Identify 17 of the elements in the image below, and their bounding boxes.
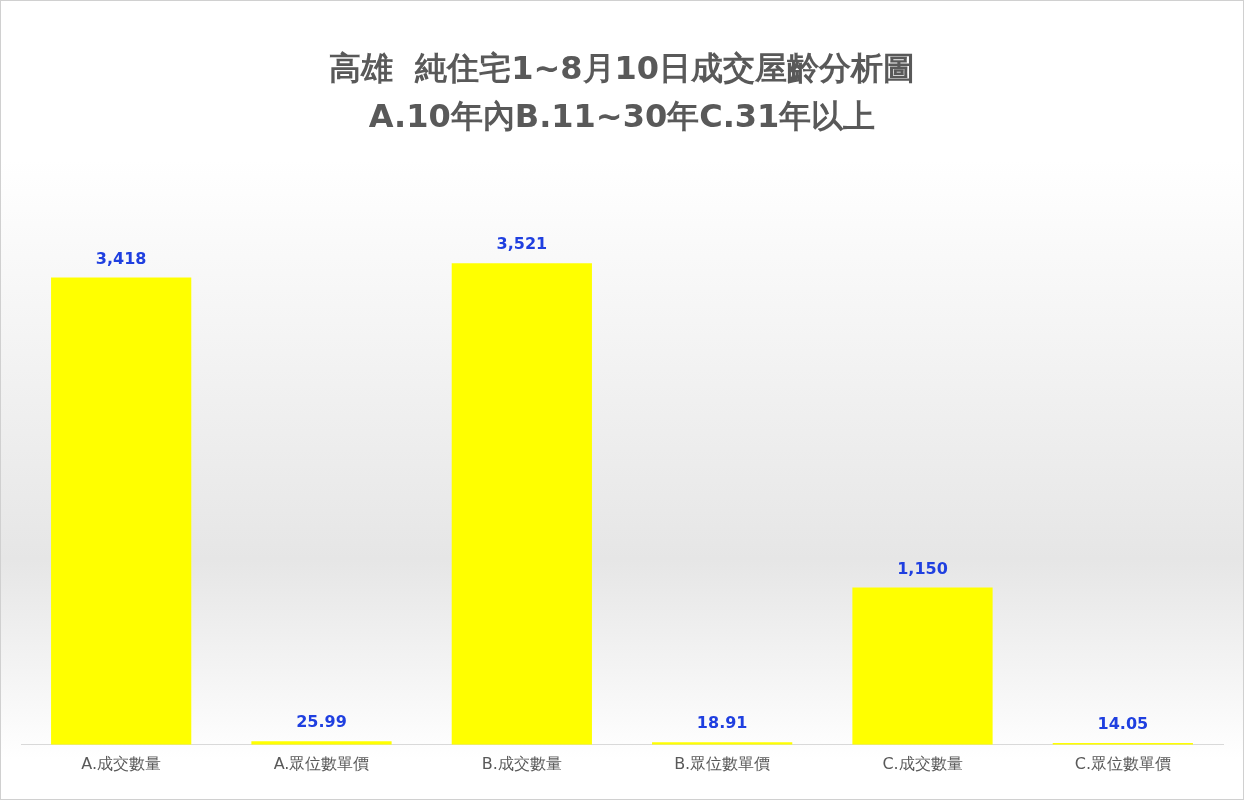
data-label: 3,521 — [496, 234, 548, 254]
chart-subtitle: A.10年內B.11~30年C.31年以上 — [368, 96, 876, 135]
data-label: 14.05 — [1097, 714, 1149, 734]
data-label: 1,150 — [897, 558, 948, 578]
x-tick-label: C.成交數量 — [882, 753, 963, 773]
x-tick-label: C.眾位數單價 — [1074, 753, 1171, 773]
chart-title: 高雄 純住宅1~8月10日成交屋齡分析圖 — [328, 48, 916, 87]
x-tick-label: A.眾位數單價 — [273, 753, 370, 773]
bar — [451, 263, 592, 745]
x-tick-label: A.成交數量 — [81, 753, 162, 773]
bar — [852, 587, 993, 745]
x-tick-label: B.眾位數單價 — [674, 753, 771, 773]
data-label: 25.99 — [296, 712, 347, 732]
data-label: 3,418 — [95, 248, 147, 268]
bar — [51, 277, 192, 745]
data-label: 18.91 — [696, 713, 748, 733]
x-tick-label: B.成交數量 — [481, 753, 562, 773]
